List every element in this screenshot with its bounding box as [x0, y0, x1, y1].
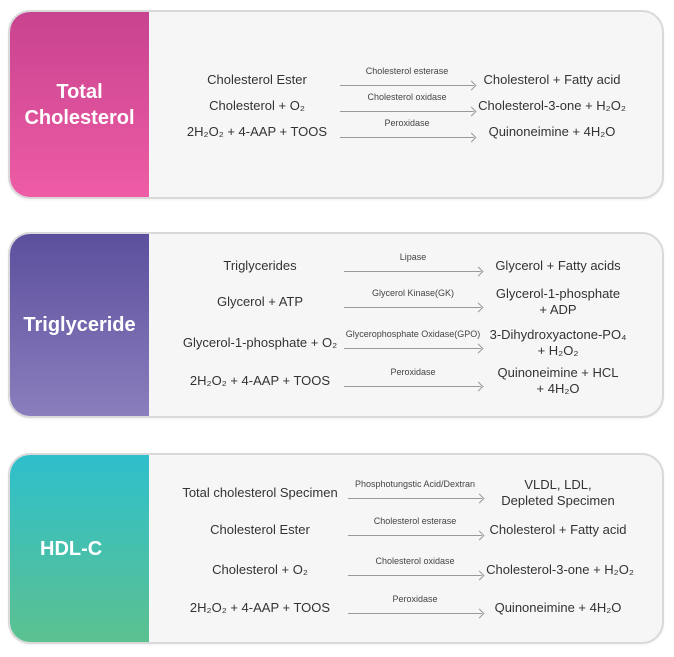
product-line: Quinoneimine + HCL: [497, 365, 619, 380]
product-line: Depleted Specimen: [501, 493, 615, 508]
reaction-arrow-icon: [344, 307, 481, 308]
enzyme-label: Phosphotungstic Acid/Dextran: [354, 479, 476, 489]
substrate: Cholesterol + O₂: [212, 562, 308, 577]
product: Quinoneimine + 4H₂O: [494, 600, 622, 615]
product: VLDL, LDL, Depleted Specimen: [501, 477, 614, 509]
reaction-arrow-icon: [348, 498, 482, 499]
enzyme-label: Cholesterol oxidase: [367, 92, 447, 102]
reaction-row: Cholesterol Ester Cholesterol esterase C…: [10, 66, 662, 87]
product: Quinoneimine + 4H₂O: [488, 124, 616, 139]
reaction-row: Glycerol + ATP Glycerol Kinase(GK) Glyce…: [10, 286, 662, 317]
product-line: + ADP: [539, 302, 577, 317]
product-line: 3-Dihydroxyactone-PO₄: [489, 327, 627, 342]
substrate: Glycerol + ATP: [216, 294, 304, 309]
product: Cholesterol + Fatty acid: [483, 72, 621, 87]
substrate: Triglycerides: [223, 258, 297, 273]
reaction-row: 2H₂O₂ + 4-AAP + TOOS Peroxidase Quinonei…: [10, 594, 662, 615]
reaction-row: Cholesterol + O₂ Cholesterol oxidase Cho…: [10, 92, 662, 113]
enzyme-label: Lipase: [399, 252, 427, 262]
reaction-arrow-icon: [348, 575, 482, 576]
reaction-arrow-icon: [344, 386, 481, 387]
substrate: Glycerol-1-phosphate + O₂: [182, 335, 338, 350]
panel-label-hdl-c: HDL-C: [10, 455, 149, 642]
enzyme-label: Peroxidase: [384, 118, 430, 128]
product-line: + 4H₂O: [536, 381, 580, 396]
reaction-arrow-icon: [340, 111, 474, 112]
enzyme-label: Peroxidase: [390, 367, 436, 377]
substrate: 2H₂O₂ + 4-AAP + TOOS: [189, 373, 331, 388]
reaction-row: Total cholesterol Specimen Phosphotungst…: [10, 477, 662, 508]
product: 3-Dihydroxyactone-PO₄ + H₂O₂: [490, 327, 627, 359]
panel-label-line: HDL-C: [40, 537, 103, 560]
reaction-row: 2H₂O₂ + 4-AAP + TOOS Peroxidase Quinonei…: [10, 365, 662, 396]
reaction-row: Triglycerides Lipase Glycerol + Fatty ac…: [10, 252, 662, 273]
reaction-row: Cholesterol Ester Cholesterol esterase C…: [10, 516, 662, 537]
product: Quinoneimine + HCL + 4H₂O: [497, 365, 618, 397]
panel-label-line: Triglyceride: [23, 314, 136, 336]
substrate: Cholesterol + O₂: [209, 98, 305, 113]
panel-label-line: Total: [56, 80, 103, 103]
enzyme-label: Cholesterol esterase: [373, 516, 457, 526]
enzyme-label: Peroxidase: [392, 594, 438, 604]
reaction-arrow-icon: [340, 85, 474, 86]
product-line: + H₂O₂: [537, 343, 579, 358]
product: Cholesterol-3-one + H₂O₂: [478, 98, 626, 113]
substrate: Total cholesterol Specimen: [182, 485, 338, 500]
reaction-row: Glycerol-1-phosphate + O₂ Glycerophospha…: [10, 327, 662, 358]
reaction-arrow-icon: [348, 613, 482, 614]
product: Cholesterol + Fatty acid: [489, 522, 627, 537]
panel-label-total-cholesterol: Total Cholesterol: [10, 12, 149, 197]
enzyme-label: Glycerol Kinase(GK): [371, 288, 455, 298]
reaction-row: Cholesterol + O₂ Cholesterol oxidase Cho…: [10, 556, 662, 577]
panel-label-triglyceride: Triglyceride: [10, 234, 149, 416]
panel-label-line: Cholesterol: [24, 106, 135, 129]
reaction-arrow-icon: [348, 535, 482, 536]
substrate: 2H₂O₂ + 4-AAP + TOOS: [189, 600, 331, 615]
enzyme-label: Glycerophosphate Oxidase(GPO): [345, 329, 481, 339]
product: Glycerol + Fatty acids: [495, 258, 621, 273]
reaction-arrow-icon: [344, 271, 481, 272]
substrate: Cholesterol Ester: [210, 522, 310, 537]
product: Glycerol-1-phosphate + ADP: [496, 286, 620, 318]
substrate: 2H₂O₂ + 4-AAP + TOOS: [186, 124, 328, 139]
reaction-arrow-icon: [344, 348, 481, 349]
product-line: Glycerol-1-phosphate: [495, 286, 621, 301]
enzyme-label: Cholesterol oxidase: [375, 556, 455, 566]
product: Cholesterol-3-one + H₂O₂: [486, 562, 634, 577]
substrate: Cholesterol Ester: [207, 72, 307, 87]
reaction-row: 2H₂O₂ + 4-AAP + TOOS Peroxidase Quinonei…: [10, 118, 662, 139]
reaction-arrow-icon: [340, 137, 474, 138]
panel-hdl-c: HDL-C Total cholesterol Specimen Phospho…: [8, 453, 664, 644]
enzyme-label: Cholesterol esterase: [365, 66, 449, 76]
panel-total-cholesterol: Total Cholesterol Cholesterol Ester Chol…: [8, 10, 664, 199]
panel-triglyceride: Triglyceride Triglycerides Lipase Glycer…: [8, 232, 664, 418]
product-line: VLDL, LDL,: [524, 477, 592, 492]
